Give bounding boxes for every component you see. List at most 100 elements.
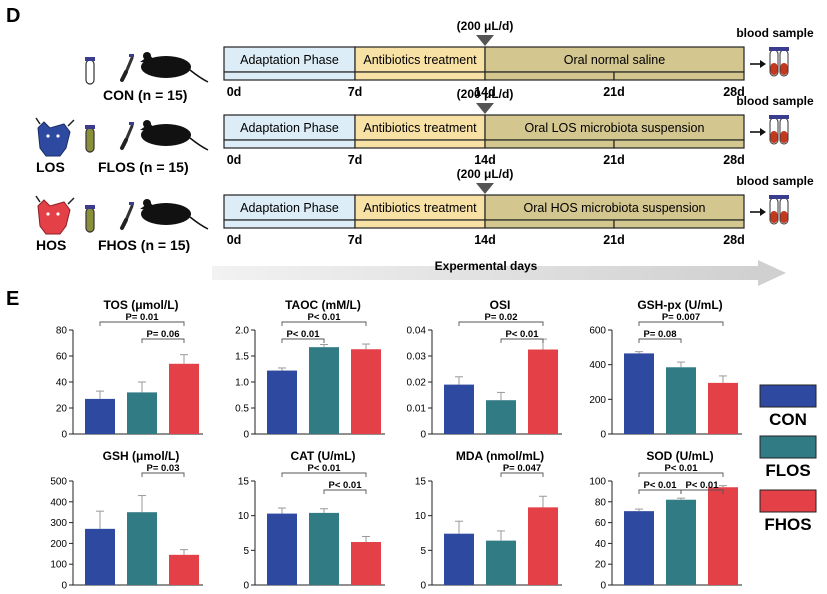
phase-box bbox=[484, 114, 745, 141]
significance-bracket: P= 0.06 bbox=[141, 329, 185, 343]
panel-d-label: D bbox=[6, 5, 20, 27]
y-tick-label: 0 bbox=[600, 430, 606, 441]
chart-title: SOD (U/mL) bbox=[646, 449, 713, 463]
significance-bracket: P= 0.02 bbox=[458, 312, 544, 326]
y-tick-label: 60 bbox=[56, 352, 68, 363]
y-tick-label: 200 bbox=[50, 539, 67, 550]
phase-label: Antibiotics treatment bbox=[363, 201, 477, 215]
bar-flos bbox=[486, 540, 516, 585]
day-segment bbox=[354, 139, 486, 149]
y-tick-label: 40 bbox=[56, 378, 68, 389]
bar-flos bbox=[127, 392, 157, 434]
error-bar bbox=[635, 351, 643, 354]
phase-label: Oral HOS microbiota suspension bbox=[523, 201, 705, 215]
phase-label: Antibiotics treatment bbox=[363, 53, 477, 67]
chart-5: CAT (U/mL) 0 5 10 15 P< 0.01 P< 0.01 bbox=[238, 449, 385, 592]
error-bar bbox=[362, 343, 370, 350]
chart-4: GSH (μmol/L) 0 100 200 300 400 500 P= 0.03 bbox=[50, 449, 203, 592]
error-bar bbox=[719, 485, 727, 488]
error-bar bbox=[320, 508, 328, 513]
error-bar bbox=[96, 390, 104, 399]
bar-fhos bbox=[351, 542, 381, 585]
bar-fhos bbox=[169, 554, 199, 585]
cow-icon bbox=[35, 117, 75, 157]
bar-fhos bbox=[351, 349, 381, 434]
error-bar bbox=[635, 508, 643, 512]
y-tick-label: 0 bbox=[420, 430, 426, 441]
error-bar bbox=[278, 367, 286, 371]
day-segment bbox=[484, 219, 615, 229]
dose-label: (200 μL/d) bbox=[457, 87, 514, 101]
day-label: 7d bbox=[348, 85, 363, 99]
chart-0: TOS (μmol/L) 0 20 40 60 80 P= 0.01 P= 0.06 bbox=[56, 298, 203, 441]
phase-box bbox=[484, 46, 745, 73]
y-tick-label: 0 bbox=[61, 581, 67, 592]
significance-bracket: P< 0.01 bbox=[281, 329, 325, 343]
y-tick-label: 2.0 bbox=[235, 326, 249, 337]
group-name: CON (n = 15) bbox=[103, 87, 187, 103]
day-label: 28d bbox=[723, 85, 745, 99]
error-bar bbox=[455, 520, 463, 534]
significance-bracket: P< 0.01 bbox=[638, 480, 682, 494]
y-tick-label: 400 bbox=[589, 360, 606, 371]
y-tick-label: 0.01 bbox=[407, 404, 427, 415]
y-tick-label: 80 bbox=[595, 497, 607, 508]
bar-con bbox=[624, 353, 654, 434]
y-tick-label: 0 bbox=[243, 581, 249, 592]
significance-bracket: P< 0.01 bbox=[281, 312, 367, 326]
phase-label: Antibiotics treatment bbox=[363, 121, 477, 135]
y-tick-label: 400 bbox=[50, 497, 67, 508]
p-value-label: P< 0.01 bbox=[286, 329, 320, 340]
chart-title: MDA (nmol/mL) bbox=[456, 449, 544, 463]
phase-box bbox=[223, 46, 356, 73]
panel-e-label: E bbox=[6, 288, 19, 310]
bar-con bbox=[444, 384, 474, 434]
p-value-label: P< 0.01 bbox=[505, 329, 539, 340]
timelines: (200 μL/d) Adaptation Phase Antibiotics tr… bbox=[223, 19, 814, 247]
y-tick-label: 0.5 bbox=[235, 404, 249, 415]
bar-flos bbox=[666, 367, 696, 434]
dose-marker-icon bbox=[476, 35, 494, 46]
bar-con bbox=[85, 528, 115, 585]
significance-bracket: P< 0.01 bbox=[500, 329, 544, 343]
legend-label: CON bbox=[769, 410, 807, 429]
legend-swatch bbox=[759, 489, 817, 513]
bar-flos bbox=[127, 512, 157, 585]
blood-sample-label: blood sample bbox=[736, 94, 814, 108]
bar-fhos bbox=[708, 382, 738, 434]
group-tag: HOS bbox=[36, 237, 66, 253]
day-label: 21d bbox=[603, 153, 625, 167]
day-label: 14d bbox=[474, 85, 496, 99]
day-label: 0d bbox=[227, 153, 242, 167]
bar-flos bbox=[309, 512, 339, 585]
mouse-icon bbox=[140, 52, 209, 83]
day-segment bbox=[613, 71, 745, 81]
bar-con bbox=[267, 513, 297, 585]
y-tick-label: 40 bbox=[595, 539, 607, 550]
y-tick-label: 60 bbox=[595, 518, 607, 529]
legend-label: FHOS bbox=[764, 515, 811, 534]
phase-label: Adaptation Phase bbox=[240, 121, 339, 135]
panel-d: D CON (n = 15) bbox=[6, 5, 814, 286]
phase-label: Adaptation Phase bbox=[240, 53, 339, 67]
bar-flos bbox=[486, 400, 516, 434]
bar-flos bbox=[666, 499, 696, 585]
bar-con bbox=[624, 511, 654, 585]
significance-bracket: P= 0.08 bbox=[638, 329, 682, 343]
y-tick-label: 1.0 bbox=[235, 378, 249, 389]
error-bar bbox=[278, 507, 286, 514]
syringe-icon bbox=[120, 54, 134, 82]
legend-swatch bbox=[759, 384, 817, 408]
dose-marker-icon bbox=[476, 183, 494, 194]
y-tick-label: 5 bbox=[420, 546, 426, 557]
day-segment bbox=[223, 219, 356, 229]
p-value-label: P= 0.047 bbox=[503, 463, 541, 474]
p-value-label: P= 0.08 bbox=[643, 329, 676, 340]
arrowhead-icon bbox=[760, 128, 766, 136]
p-value-label: P< 0.01 bbox=[328, 480, 362, 491]
error-bar bbox=[455, 376, 463, 385]
day-segment bbox=[613, 139, 745, 149]
bar-fhos bbox=[528, 507, 558, 585]
dose-label: (200 μL/d) bbox=[457, 167, 514, 181]
chart-7: SOD (U/mL) 0 20 40 60 80 100 P< 0.01 P< 0.01 P< 0… bbox=[589, 449, 742, 592]
